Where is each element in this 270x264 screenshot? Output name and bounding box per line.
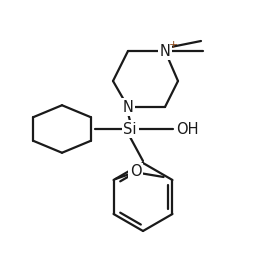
Text: OH: OH bbox=[176, 121, 198, 136]
Text: O: O bbox=[130, 164, 141, 180]
Text: N: N bbox=[123, 100, 133, 115]
Text: N: N bbox=[160, 44, 170, 59]
Text: +: + bbox=[168, 40, 178, 50]
Text: Si: Si bbox=[123, 121, 137, 136]
